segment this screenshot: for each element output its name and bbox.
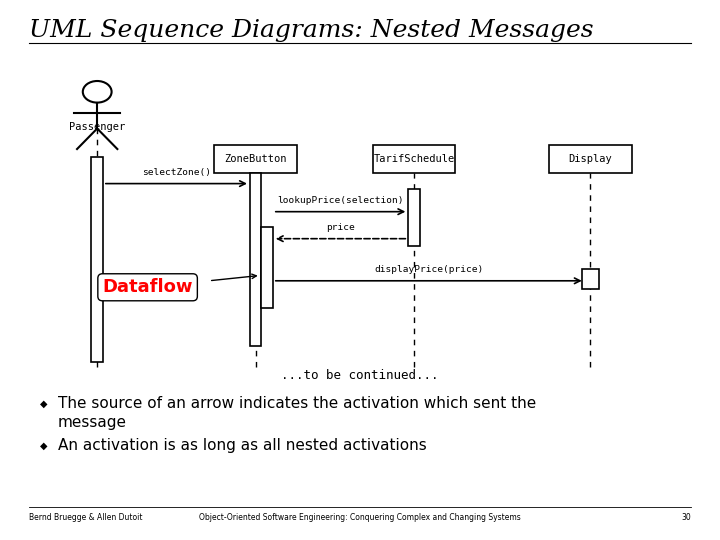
Text: Dataflow: Dataflow [102, 278, 193, 296]
Text: ◆: ◆ [40, 399, 47, 409]
Text: selectZone(): selectZone() [142, 167, 211, 177]
Bar [250, 173, 261, 346]
Text: message: message [58, 415, 127, 430]
Text: An activation is as long as all nested activations: An activation is as long as all nested a… [58, 438, 426, 453]
Bar [373, 145, 455, 173]
Bar [408, 189, 420, 246]
Text: ...to be continued...: ...to be continued... [282, 369, 438, 382]
Bar [215, 145, 297, 173]
Text: displayPrice(price): displayPrice(price) [374, 265, 483, 274]
Text: lookupPrice(selection): lookupPrice(selection) [277, 195, 404, 205]
Text: The source of an arrow indicates the activation which sent the: The source of an arrow indicates the act… [58, 396, 536, 411]
Bar [582, 269, 599, 289]
Text: ZoneButton: ZoneButton [225, 154, 287, 164]
Text: 30: 30 [681, 513, 691, 522]
Bar [549, 145, 632, 173]
Text: TarifSchedule: TarifSchedule [374, 154, 454, 164]
Text: UML Sequence Diagrams: Nested Messages: UML Sequence Diagrams: Nested Messages [29, 19, 593, 42]
Text: Display: Display [569, 154, 612, 164]
Text: price: price [326, 222, 355, 232]
Text: ◆: ◆ [40, 441, 47, 450]
Bar [261, 227, 273, 308]
Text: Object-Oriented Software Engineering: Conquering Complex and Changing Systems: Object-Oriented Software Engineering: Co… [199, 513, 521, 522]
Text: Bernd Bruegge & Allen Dutoit: Bernd Bruegge & Allen Dutoit [29, 513, 143, 522]
Text: Passenger: Passenger [69, 122, 125, 132]
Bar [91, 157, 103, 362]
